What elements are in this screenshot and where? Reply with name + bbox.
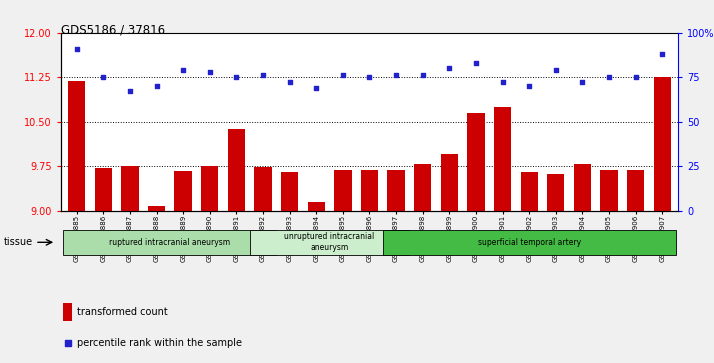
Bar: [441, 154, 458, 211]
Bar: [334, 170, 351, 211]
Bar: [600, 170, 618, 211]
Point: [284, 79, 296, 85]
Point: [124, 89, 136, 94]
Point: [550, 67, 561, 73]
Point: [62, 340, 74, 346]
Point: [523, 83, 535, 89]
Point: [603, 74, 615, 80]
Text: superficial temporal artery: superficial temporal artery: [478, 238, 580, 247]
Point: [98, 74, 109, 80]
Text: unruptured intracranial
aneurysm: unruptured intracranial aneurysm: [284, 232, 375, 252]
Bar: [361, 170, 378, 211]
Bar: [250, 230, 409, 254]
Point: [443, 65, 455, 71]
Bar: [308, 201, 325, 211]
Point: [391, 73, 402, 78]
Point: [630, 74, 641, 80]
Bar: [521, 172, 538, 211]
Bar: [574, 164, 591, 211]
Bar: [383, 230, 675, 254]
Bar: [388, 170, 405, 211]
Bar: [148, 207, 165, 211]
Point: [71, 46, 82, 52]
Bar: [494, 107, 511, 211]
Bar: [121, 166, 139, 211]
Point: [337, 73, 348, 78]
Point: [497, 79, 508, 85]
Text: percentile rank within the sample: percentile rank within the sample: [76, 338, 241, 348]
Bar: [254, 167, 271, 211]
Point: [311, 85, 322, 91]
Text: GDS5186 / 37816: GDS5186 / 37816: [61, 24, 165, 37]
Bar: [547, 174, 565, 211]
Point: [363, 74, 375, 80]
Point: [231, 74, 242, 80]
Point: [178, 67, 189, 73]
Point: [577, 79, 588, 85]
Bar: [414, 164, 431, 211]
Point: [657, 51, 668, 57]
Text: tissue: tissue: [4, 237, 33, 248]
Bar: [201, 166, 218, 211]
Bar: [281, 172, 298, 211]
Point: [417, 73, 428, 78]
Point: [257, 73, 268, 78]
Bar: [95, 168, 112, 211]
Text: transformed count: transformed count: [76, 307, 168, 317]
Bar: [627, 170, 644, 211]
Point: [204, 69, 216, 75]
Bar: [68, 81, 85, 211]
Bar: [64, 230, 276, 254]
Text: ruptured intracranial aneurysm: ruptured intracranial aneurysm: [109, 238, 231, 247]
Bar: [174, 171, 192, 211]
Bar: [654, 77, 671, 211]
Bar: [468, 113, 485, 211]
Bar: [64, 303, 72, 322]
Point: [471, 60, 482, 66]
Point: [151, 83, 162, 89]
Bar: [228, 129, 245, 211]
